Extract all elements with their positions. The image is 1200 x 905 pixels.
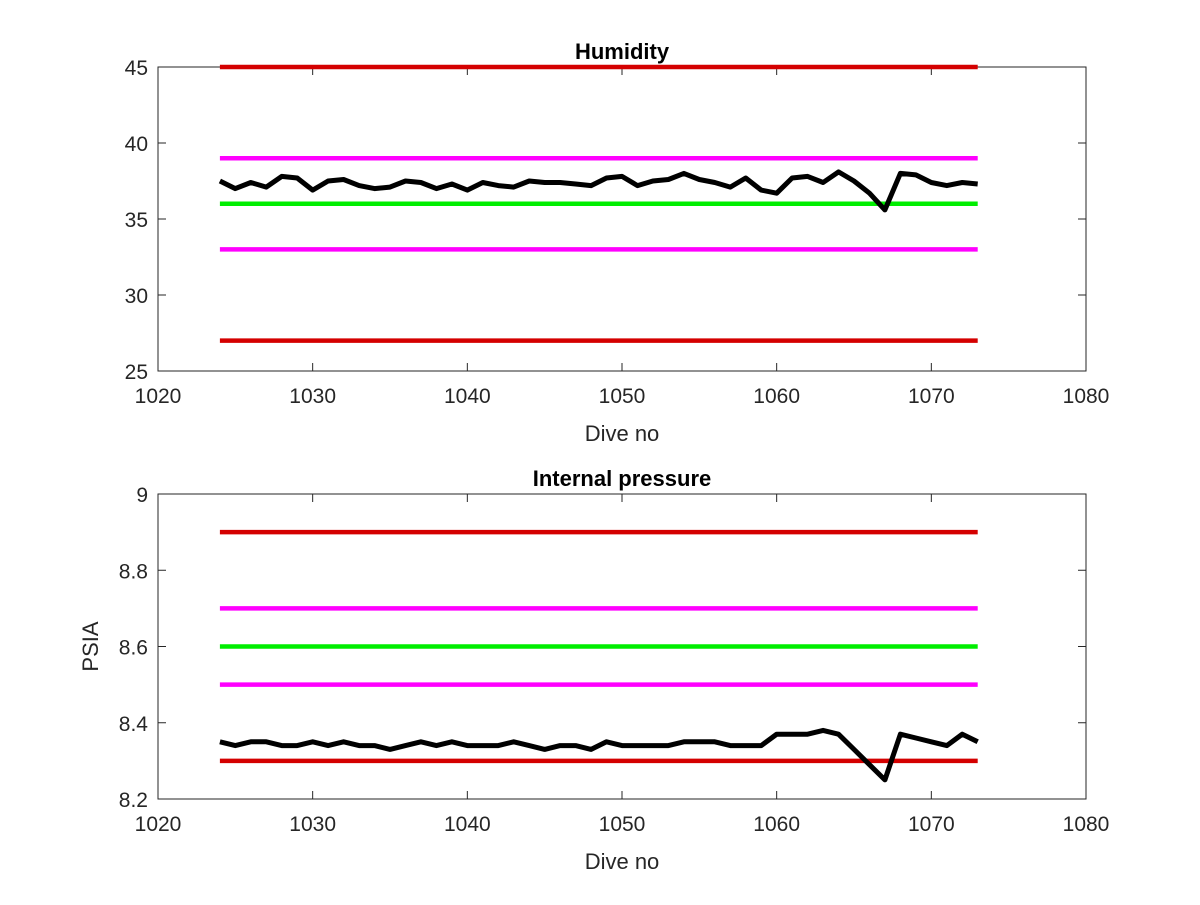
x-tick-label: 1040 — [444, 813, 491, 836]
x-tick-label: 1020 — [135, 385, 182, 408]
y-tick-label: 8.6 — [119, 637, 148, 660]
y-tick-label: 35 — [125, 209, 148, 232]
x-tick-label: 1080 — [1063, 385, 1110, 408]
y-axis-label: PSIA — [78, 621, 103, 671]
y-tick-label: 40 — [125, 133, 148, 156]
chart-title: Internal pressure — [533, 466, 712, 491]
x-tick-label: 1020 — [135, 813, 182, 836]
chart-title: Humidity — [575, 39, 670, 64]
subplot-2: 1020 1030 1040 1050 1060 1070 1080 8.2 8.4 8.6 8.8… — [78, 466, 1109, 874]
series-line-6 — [219, 727, 979, 783]
x-tick-label: 1070 — [908, 813, 955, 836]
x-axis-label: Dive no — [585, 421, 660, 446]
x-tick-label: 1060 — [753, 813, 800, 836]
y-tick-label: 9 — [136, 484, 148, 507]
series-line-6 — [218, 169, 978, 213]
x-tick-label: 1050 — [599, 813, 646, 836]
x-axis-label: Dive no — [585, 849, 660, 874]
y-tick-label: 8.2 — [119, 789, 148, 812]
subplot-1: 1020 1030 1040 1050 1060 1070 1080 25 30 35 40 45 Hu… — [125, 39, 1110, 446]
y-tick-label: 30 — [125, 285, 148, 308]
x-tick-label: 1030 — [289, 385, 336, 408]
x-tick-label: 1050 — [599, 385, 646, 408]
y-tick-label: 25 — [125, 361, 148, 384]
x-tick-label: 1060 — [753, 385, 800, 408]
y-tick-label: 8.8 — [119, 560, 148, 583]
y-tick-label: 8.4 — [119, 713, 149, 736]
x-tick-label: 1030 — [289, 813, 336, 836]
x-tick-label: 1040 — [444, 385, 491, 408]
x-tick-label: 1070 — [908, 385, 955, 408]
x-tick-label: 1080 — [1063, 813, 1110, 836]
y-tick-label: 45 — [125, 57, 148, 80]
axes-box — [157, 66, 1087, 372]
